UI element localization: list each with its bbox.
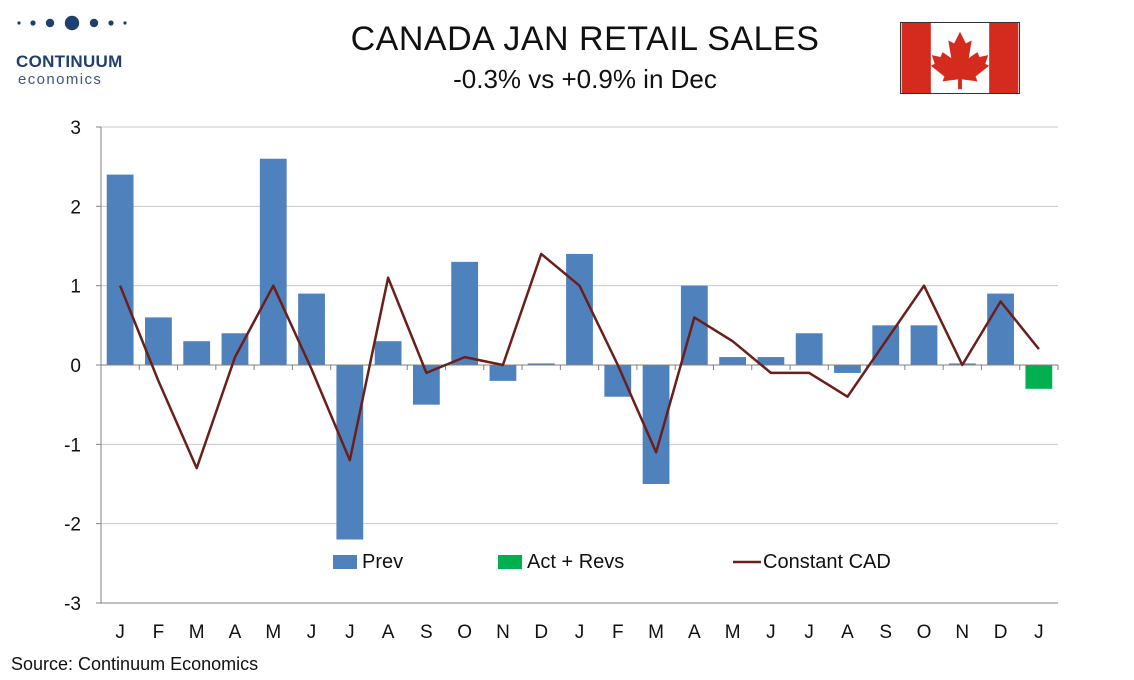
- bar-prev: [183, 341, 211, 365]
- x-tick-label: D: [994, 622, 1008, 643]
- bar-prev: [489, 365, 517, 381]
- bar-act-revs: [1025, 365, 1053, 389]
- bar-prev: [604, 365, 632, 397]
- bar-prev: [795, 333, 823, 365]
- y-tick-label: 2: [70, 197, 81, 218]
- x-tick-label: J: [766, 622, 776, 643]
- x-tick-label: J: [345, 622, 355, 643]
- y-tick-label: 3: [70, 118, 81, 139]
- bar-prev: [451, 261, 479, 365]
- x-tick-label: S: [420, 622, 433, 643]
- legend: Prev Act + Revs Constant CAD: [333, 551, 891, 573]
- bar-prev: [106, 174, 134, 365]
- legend-label-prev: Prev: [362, 551, 403, 573]
- x-tick-label: N: [955, 622, 969, 643]
- x-tick-label: J: [575, 622, 585, 643]
- canada-flag-icon: [900, 22, 1020, 94]
- chart-subtitle: -0.3% vs +0.9% in Dec: [453, 64, 717, 94]
- axes: [96, 126, 1059, 604]
- x-tick-label: A: [688, 622, 701, 643]
- x-tick-label: A: [382, 622, 395, 643]
- x-tick-label: A: [229, 622, 242, 643]
- bar-prev: [374, 341, 402, 365]
- bar-prev: [910, 325, 938, 365]
- x-tick-label: F: [612, 622, 624, 643]
- legend-swatch-act-revs: [498, 555, 522, 569]
- bar-prev: [872, 325, 900, 365]
- bar-prev: [566, 253, 593, 365]
- x-tick-label: D: [534, 622, 548, 643]
- x-tick-label: J: [307, 622, 317, 643]
- legend-label-act-revs: Act + Revs: [527, 551, 624, 573]
- logo-dots-icon: [17, 15, 127, 31]
- y-tick-label: -2: [64, 515, 81, 536]
- x-tick-label: M: [725, 622, 741, 643]
- x-tick-label: J: [804, 622, 814, 643]
- x-tick-label: N: [496, 622, 510, 643]
- bar-prev: [834, 365, 861, 373]
- x-tick-label: M: [648, 622, 664, 643]
- line-constant-cad: [118, 252, 1040, 470]
- line-series: [118, 252, 1040, 470]
- bar-prev: [757, 357, 785, 365]
- chart-title: CANADA JAN RETAIL SALES: [350, 20, 820, 58]
- x-tick-label: O: [917, 622, 932, 643]
- x-tick-label: A: [841, 622, 854, 643]
- brand-logo: CONTINUUM economics: [14, 14, 144, 88]
- x-tick-label: O: [457, 622, 472, 643]
- bar-prev: [336, 365, 364, 540]
- legend-label-constant-cad: Constant CAD: [763, 551, 891, 573]
- bars: [106, 158, 1053, 540]
- x-tick-label: S: [879, 622, 892, 643]
- bar-prev: [987, 293, 1014, 365]
- y-tick-labels: -3 -2 -1 0 1 2 3: [64, 118, 81, 615]
- bar-prev: [298, 293, 325, 365]
- y-tick-label: 0: [70, 356, 81, 377]
- bar-prev: [719, 357, 747, 365]
- x-tick-label: J: [1034, 622, 1044, 643]
- bar-prev: [642, 365, 670, 484]
- x-tick-label: F: [153, 622, 165, 643]
- legend-swatch-prev: [333, 555, 357, 569]
- brand-name: CONTINUUM: [16, 52, 123, 71]
- x-tick-label: M: [189, 622, 205, 643]
- bar-prev: [259, 158, 287, 365]
- bar-prev: [527, 363, 555, 365]
- source-note: Source: Continuum Economics: [11, 654, 259, 674]
- x-tick-label: J: [115, 622, 125, 643]
- y-tick-label: -3: [64, 594, 81, 615]
- brand-subname: economics: [18, 71, 103, 88]
- x-tick-label: M: [265, 622, 281, 643]
- y-tick-label: -1: [64, 435, 81, 456]
- y-tick-label: 1: [70, 277, 81, 298]
